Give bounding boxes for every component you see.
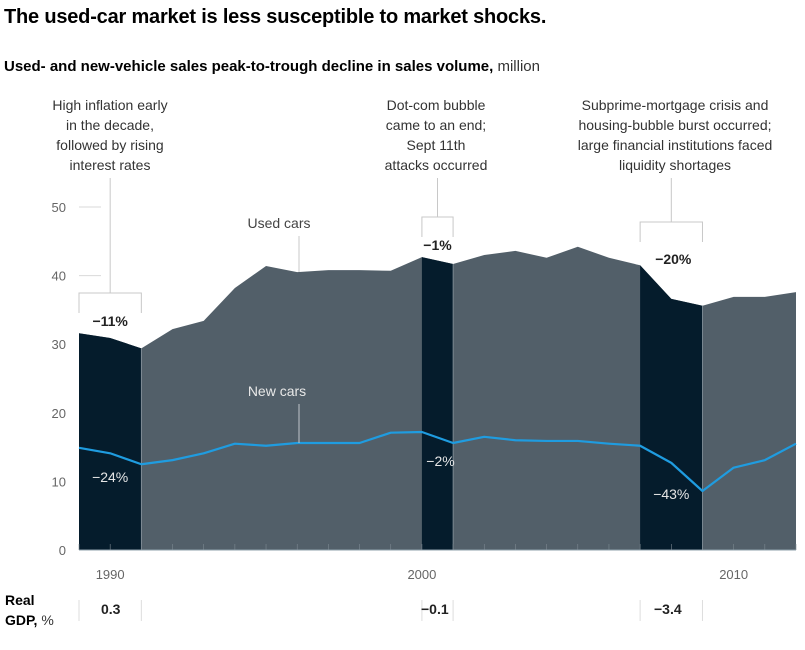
subtitle-unit: million <box>493 58 540 75</box>
annotation-brackets <box>78 178 703 313</box>
subtitle-text: Used- and new-vehicle sales peak-to-trou… <box>4 58 494 75</box>
annotation-line: in the decade, <box>66 117 154 133</box>
y-tick-label: 20 <box>52 406 66 421</box>
recession-band-1989 <box>79 333 142 550</box>
annotation-2008-shock: Subprime-mortgage crisis and housing-bub… <box>555 95 795 175</box>
gdp-unit: % <box>37 612 54 628</box>
chart-title: The used-car market is less susceptible … <box>4 6 547 28</box>
gdp-label-line1: Real <box>5 592 35 608</box>
gdp-value-2008: −3.4 <box>654 601 682 617</box>
bracket-2007 <box>639 221 703 242</box>
new-decline-label: −43% <box>653 486 689 502</box>
used-decline-label: −11% <box>92 313 128 329</box>
new-decline-label: −24% <box>92 469 128 485</box>
chart-subtitle: Used- and new-vehicle sales peak-to-trou… <box>4 58 540 75</box>
gdp-value-1990: 0.3 <box>101 601 121 617</box>
x-tick-label: 1990 <box>96 567 125 582</box>
annotation-line: followed by rising <box>56 137 164 153</box>
new-decline-label: −2% <box>426 453 454 469</box>
used-decline-label: −20% <box>655 251 692 267</box>
x-minor-ticks <box>78 544 797 550</box>
used-cars-label: Used cars <box>247 215 310 231</box>
new-cars-line-group <box>78 430 797 493</box>
new-cars-label: New cars <box>248 383 306 399</box>
y-tick-label: 30 <box>52 337 66 352</box>
annotation-1990-shock: High inflation early in the decade, foll… <box>30 95 190 175</box>
bracket-2000 <box>421 216 454 237</box>
used-decline-label: −1% <box>423 237 452 253</box>
recession-band-2000 <box>421 257 454 550</box>
gdp-value-2000: −0.1 <box>421 601 449 617</box>
annotation-line: Sept 11th <box>406 137 466 153</box>
annotation-line: High inflation early <box>52 97 168 113</box>
annotation-line: Dot-com bubble <box>386 97 486 113</box>
bracket-1989 <box>78 292 142 313</box>
annotation-line: housing-bubble burst occurred; <box>578 117 772 133</box>
annotation-line: came to an end; <box>385 117 487 133</box>
new-cars-line <box>78 430 797 493</box>
annotation-line: Subprime-mortgage crisis and <box>581 97 769 113</box>
data-labels: −11% −1% −20% −24% −2% −43% Used cars New cars <box>92 215 692 502</box>
y-tick-label: 50 <box>52 200 66 215</box>
gdp-row-label: Real GDP, % <box>5 590 54 630</box>
annotation-line: attacks occurred <box>384 157 488 173</box>
y-tick-label: 40 <box>52 269 66 284</box>
x-tick-label: 2000 <box>407 567 436 582</box>
annotation-line: large financial institutions faced <box>577 137 773 153</box>
annotation-line: interest rates <box>69 157 151 173</box>
y-tick-label: 0 <box>59 543 66 558</box>
x-tick-label: 2010 <box>719 567 748 582</box>
recession-band-2007 <box>640 265 703 550</box>
axes: 0 10 20 30 40 50 1990 2000 2010 <box>52 200 796 621</box>
gdp-label-line2: GDP, <box>5 612 38 628</box>
y-tick-label: 10 <box>52 474 66 489</box>
annotation-line: liquidity shortages <box>618 157 732 173</box>
annotation-2000-shock: Dot-com bubble came to an end; Sept 11th… <box>361 95 511 175</box>
recession-bands <box>79 257 703 550</box>
